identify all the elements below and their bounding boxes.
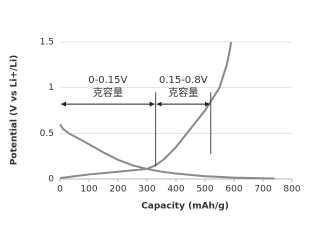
x-tick-label: 500 <box>196 185 213 195</box>
line <box>59 41 233 180</box>
x-tick-label: 200 <box>109 185 126 195</box>
annotation-subtext: 克容量 <box>93 86 123 99</box>
x-tick-label: 400 <box>167 185 184 195</box>
y-tick-label: 0.5 <box>40 129 54 139</box>
x-axis-label: Capacity (mAh/g) <box>141 202 229 212</box>
y-tick-label: 1.5 <box>40 38 54 48</box>
x-tick-label: 0 <box>57 185 63 195</box>
x-tick-label: 700 <box>254 185 271 195</box>
x-tick-label: 600 <box>225 185 242 195</box>
annotation-text: 0-0.15V <box>88 75 127 86</box>
x-tick-label: 100 <box>80 185 97 195</box>
y-tick-label: 0 <box>48 175 54 185</box>
chart: Capacity (mAh/g) Potential (V vs Li+/Li)… <box>10 38 301 212</box>
annotation-subtext: 克容量 <box>168 86 198 99</box>
y-tick-label: 1 <box>48 83 54 93</box>
x-tick-label: 800 <box>283 185 300 195</box>
y-axis-label: Potential (V vs Li+/Li) <box>10 55 20 165</box>
x-tick-label: 300 <box>138 185 155 195</box>
line <box>59 123 275 180</box>
annotation-text: 0.15-0.8V <box>159 75 208 86</box>
